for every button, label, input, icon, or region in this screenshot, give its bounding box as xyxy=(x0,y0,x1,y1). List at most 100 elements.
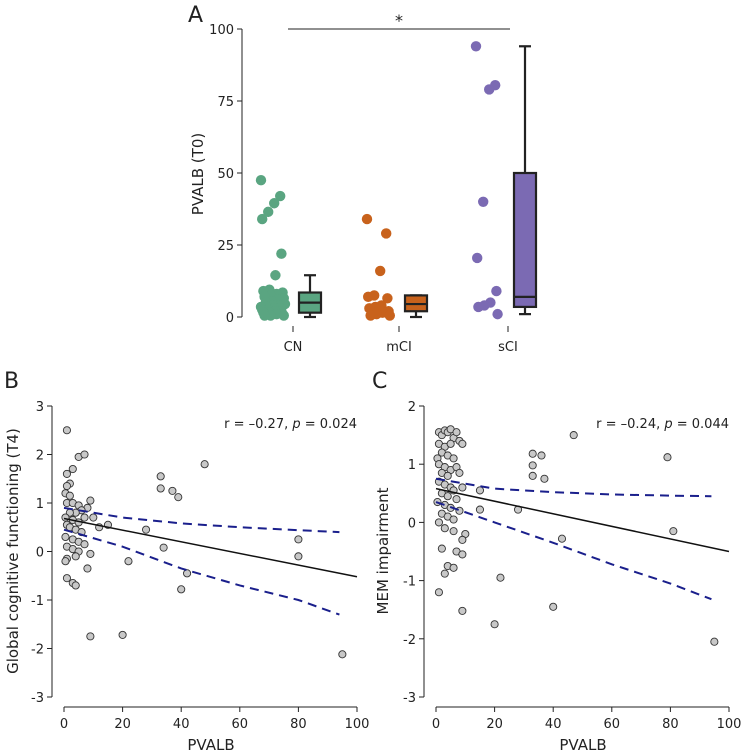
panel-a-point-sci xyxy=(473,301,484,313)
panel-a-point-mci xyxy=(365,310,376,321)
panel-a-x-tick-label: CN xyxy=(284,340,303,355)
panel-a-y-tick-label: 100 xyxy=(209,23,234,38)
panel-c-point xyxy=(443,492,452,501)
panel-a-axes: 0 25 50 75 100 CN mCI sCI * xyxy=(209,11,518,355)
panel-c-y-tick-label: 1 xyxy=(408,458,416,473)
panel-a: A PVALB (T0) 0 25 50 75 100 CN mCI sCI * xyxy=(188,3,538,355)
panel-c-point xyxy=(458,606,467,615)
panel-a-point-mci xyxy=(381,228,392,239)
panel-b-point xyxy=(294,552,303,561)
panel-c-point xyxy=(455,468,464,477)
panel-c-point xyxy=(437,544,446,553)
panel-a-point-cn xyxy=(269,198,280,209)
panel-c-marks xyxy=(433,425,730,646)
panel-c-y-tick-label: 0 xyxy=(408,516,416,531)
panel-b-point xyxy=(80,450,89,459)
panel-b-y-tick-label: 1 xyxy=(36,497,44,512)
panel-b-point xyxy=(86,496,95,505)
panel-b-point xyxy=(174,493,183,502)
panel-b-point xyxy=(61,557,70,566)
panel-b-point xyxy=(168,486,177,495)
panel-b-ci-upper-line xyxy=(63,506,340,534)
panel-c-y-tick-label: 2 xyxy=(408,400,416,415)
panel-c-y-tick-label: -2 xyxy=(403,633,416,648)
panel-c-y-tick-label: -3 xyxy=(403,691,416,706)
panel-c-point xyxy=(528,471,537,480)
panel-b-x-tick-label: 100 xyxy=(345,717,370,732)
panel-b-point xyxy=(62,469,71,478)
panel-b-point xyxy=(71,581,80,590)
panel-c-point xyxy=(446,439,455,448)
panel-a-point-mci xyxy=(375,265,386,277)
panel-c-point xyxy=(490,620,499,629)
panel-c-point xyxy=(663,453,672,462)
panel-a-point-cn xyxy=(263,206,274,218)
panel-b-point xyxy=(118,630,127,639)
panel-b-point xyxy=(89,513,98,522)
panel-b-point xyxy=(65,491,74,500)
panel-b-y-tick-label: -2 xyxy=(31,643,44,658)
panel-c-point xyxy=(710,637,719,646)
panel-a-point-cn xyxy=(255,175,267,186)
panel-c-ci-lower-line xyxy=(435,501,712,601)
panel-a-point-mci xyxy=(363,291,374,303)
panel-a-point-mci xyxy=(382,293,393,304)
panel-b-point xyxy=(294,535,303,544)
panel-c-point xyxy=(452,495,461,504)
panel-b-point xyxy=(86,632,95,641)
panel-c-point xyxy=(440,569,449,578)
panel-c-point xyxy=(475,486,485,495)
panel-c-point xyxy=(455,506,464,515)
panel-c-x-tick-label: 0 xyxy=(432,717,440,732)
panel-b-point xyxy=(141,525,151,534)
panel-b-y-tick-label: 0 xyxy=(36,546,44,561)
panel-a-point-cn xyxy=(257,213,268,225)
panel-b-point xyxy=(177,585,186,594)
panel-a-y-tick-label: 75 xyxy=(217,95,234,110)
panel-b-marks xyxy=(61,426,358,659)
panel-c-point xyxy=(440,524,449,533)
panel-a-point-sci xyxy=(470,41,482,52)
panel-a-point-mci xyxy=(384,310,395,321)
panel-c-point xyxy=(458,550,467,559)
panel-b-point xyxy=(62,574,71,583)
panel-b-x-axis-label: PVALB xyxy=(187,736,234,754)
panel-c-x-tick-label: 80 xyxy=(662,717,679,732)
panel-c-x-tick-label: 60 xyxy=(604,717,621,732)
panel-b-point xyxy=(156,484,165,493)
panel-c-point xyxy=(458,483,467,492)
panel-c-point xyxy=(449,563,458,572)
panel-c-y-axis-label: MEM impairment xyxy=(374,487,392,614)
panel-a-point-sci xyxy=(491,285,502,297)
panel-a-point-cn xyxy=(259,310,270,321)
panel-a-box-sci xyxy=(512,171,538,309)
panel-a-point-mci xyxy=(361,213,373,225)
panel-c-x-tick-label: 100 xyxy=(717,717,742,732)
panel-b-point xyxy=(62,426,71,435)
panel-c-x-tick-label: 20 xyxy=(486,717,503,732)
panel-a-y-tick-label: 50 xyxy=(217,167,234,182)
panel-b-point xyxy=(124,557,133,566)
panel-a-point-cn xyxy=(270,270,281,281)
panel-a-marks xyxy=(255,41,538,321)
panel-b-axes: -3 -2 -1 0 1 2 3 0 20 40 60 80 100 xyxy=(31,400,369,732)
panel-c-label: C xyxy=(372,369,387,394)
panel-b-point xyxy=(200,460,209,469)
panel-c-point xyxy=(458,535,467,544)
panel-b-point xyxy=(68,464,77,474)
panel-c-point xyxy=(452,428,461,437)
panel-b-point xyxy=(338,650,347,659)
panel-b-point xyxy=(83,564,92,573)
panel-a-point-cn xyxy=(276,248,287,259)
panel-c-y-tick-label: -1 xyxy=(403,575,416,590)
panel-b-point xyxy=(61,532,70,542)
panel-b-point xyxy=(156,472,165,481)
panel-c-point xyxy=(458,439,467,448)
panel-a-point-sci xyxy=(492,308,503,320)
panel-c-point xyxy=(537,451,546,460)
panel-c-fit-line xyxy=(435,487,730,553)
panel-a-label: A xyxy=(188,3,203,28)
panel-a-point-cn xyxy=(275,190,286,202)
